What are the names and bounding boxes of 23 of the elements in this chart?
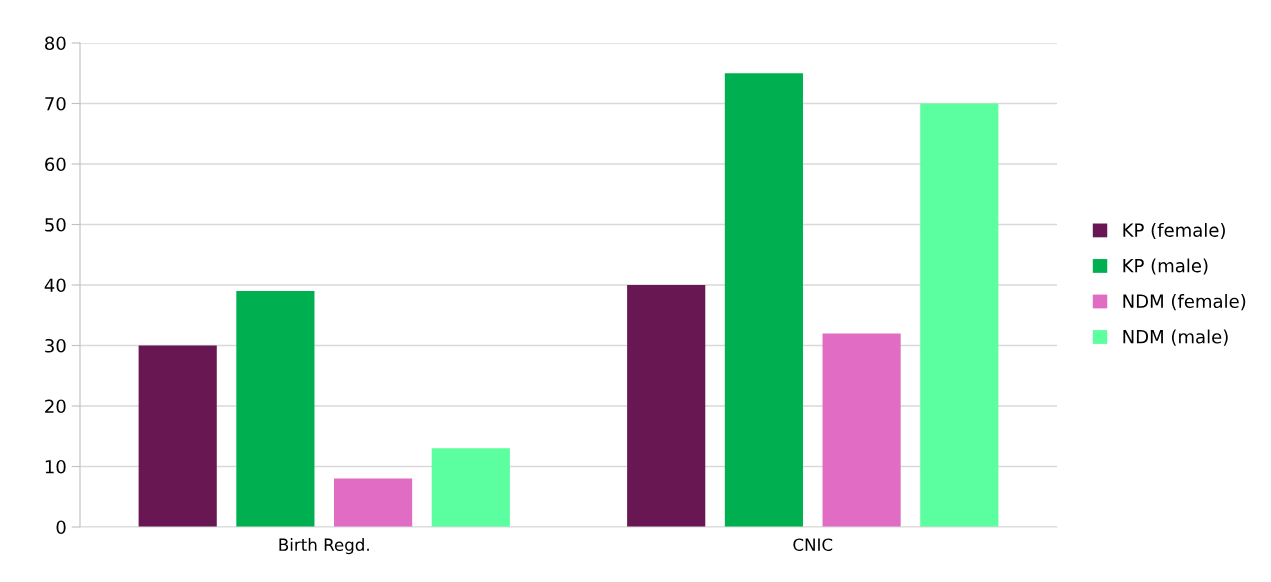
bar — [822, 333, 901, 527]
bar — [138, 345, 217, 527]
y-tick-label: 30 — [45, 338, 66, 353]
bar — [920, 103, 999, 527]
bar — [724, 73, 803, 527]
legend-label: NDM (female) — [1123, 294, 1246, 311]
y-tick-label: 40 — [44, 278, 66, 293]
legend-label: KP (male) — [1123, 258, 1208, 275]
y-tick-label: 50 — [45, 217, 66, 232]
bar — [236, 291, 315, 527]
bar — [431, 448, 510, 527]
bar — [627, 285, 706, 527]
y-tick-label: 0 — [56, 520, 66, 535]
y-tick-label: 60 — [45, 157, 66, 172]
y-tick-label: 10 — [45, 459, 66, 474]
legend-label: KP (female) — [1123, 222, 1225, 240]
x-tick-label: CNIC — [793, 538, 833, 552]
x-tick-label: Birth Regd. — [279, 538, 369, 555]
y-tick-label: 80 — [45, 36, 66, 51]
bar — [334, 478, 413, 527]
legend-label: NDM (male) — [1123, 329, 1228, 346]
y-tick-label: 70 — [45, 96, 66, 111]
y-tick-label: 20 — [45, 399, 66, 414]
